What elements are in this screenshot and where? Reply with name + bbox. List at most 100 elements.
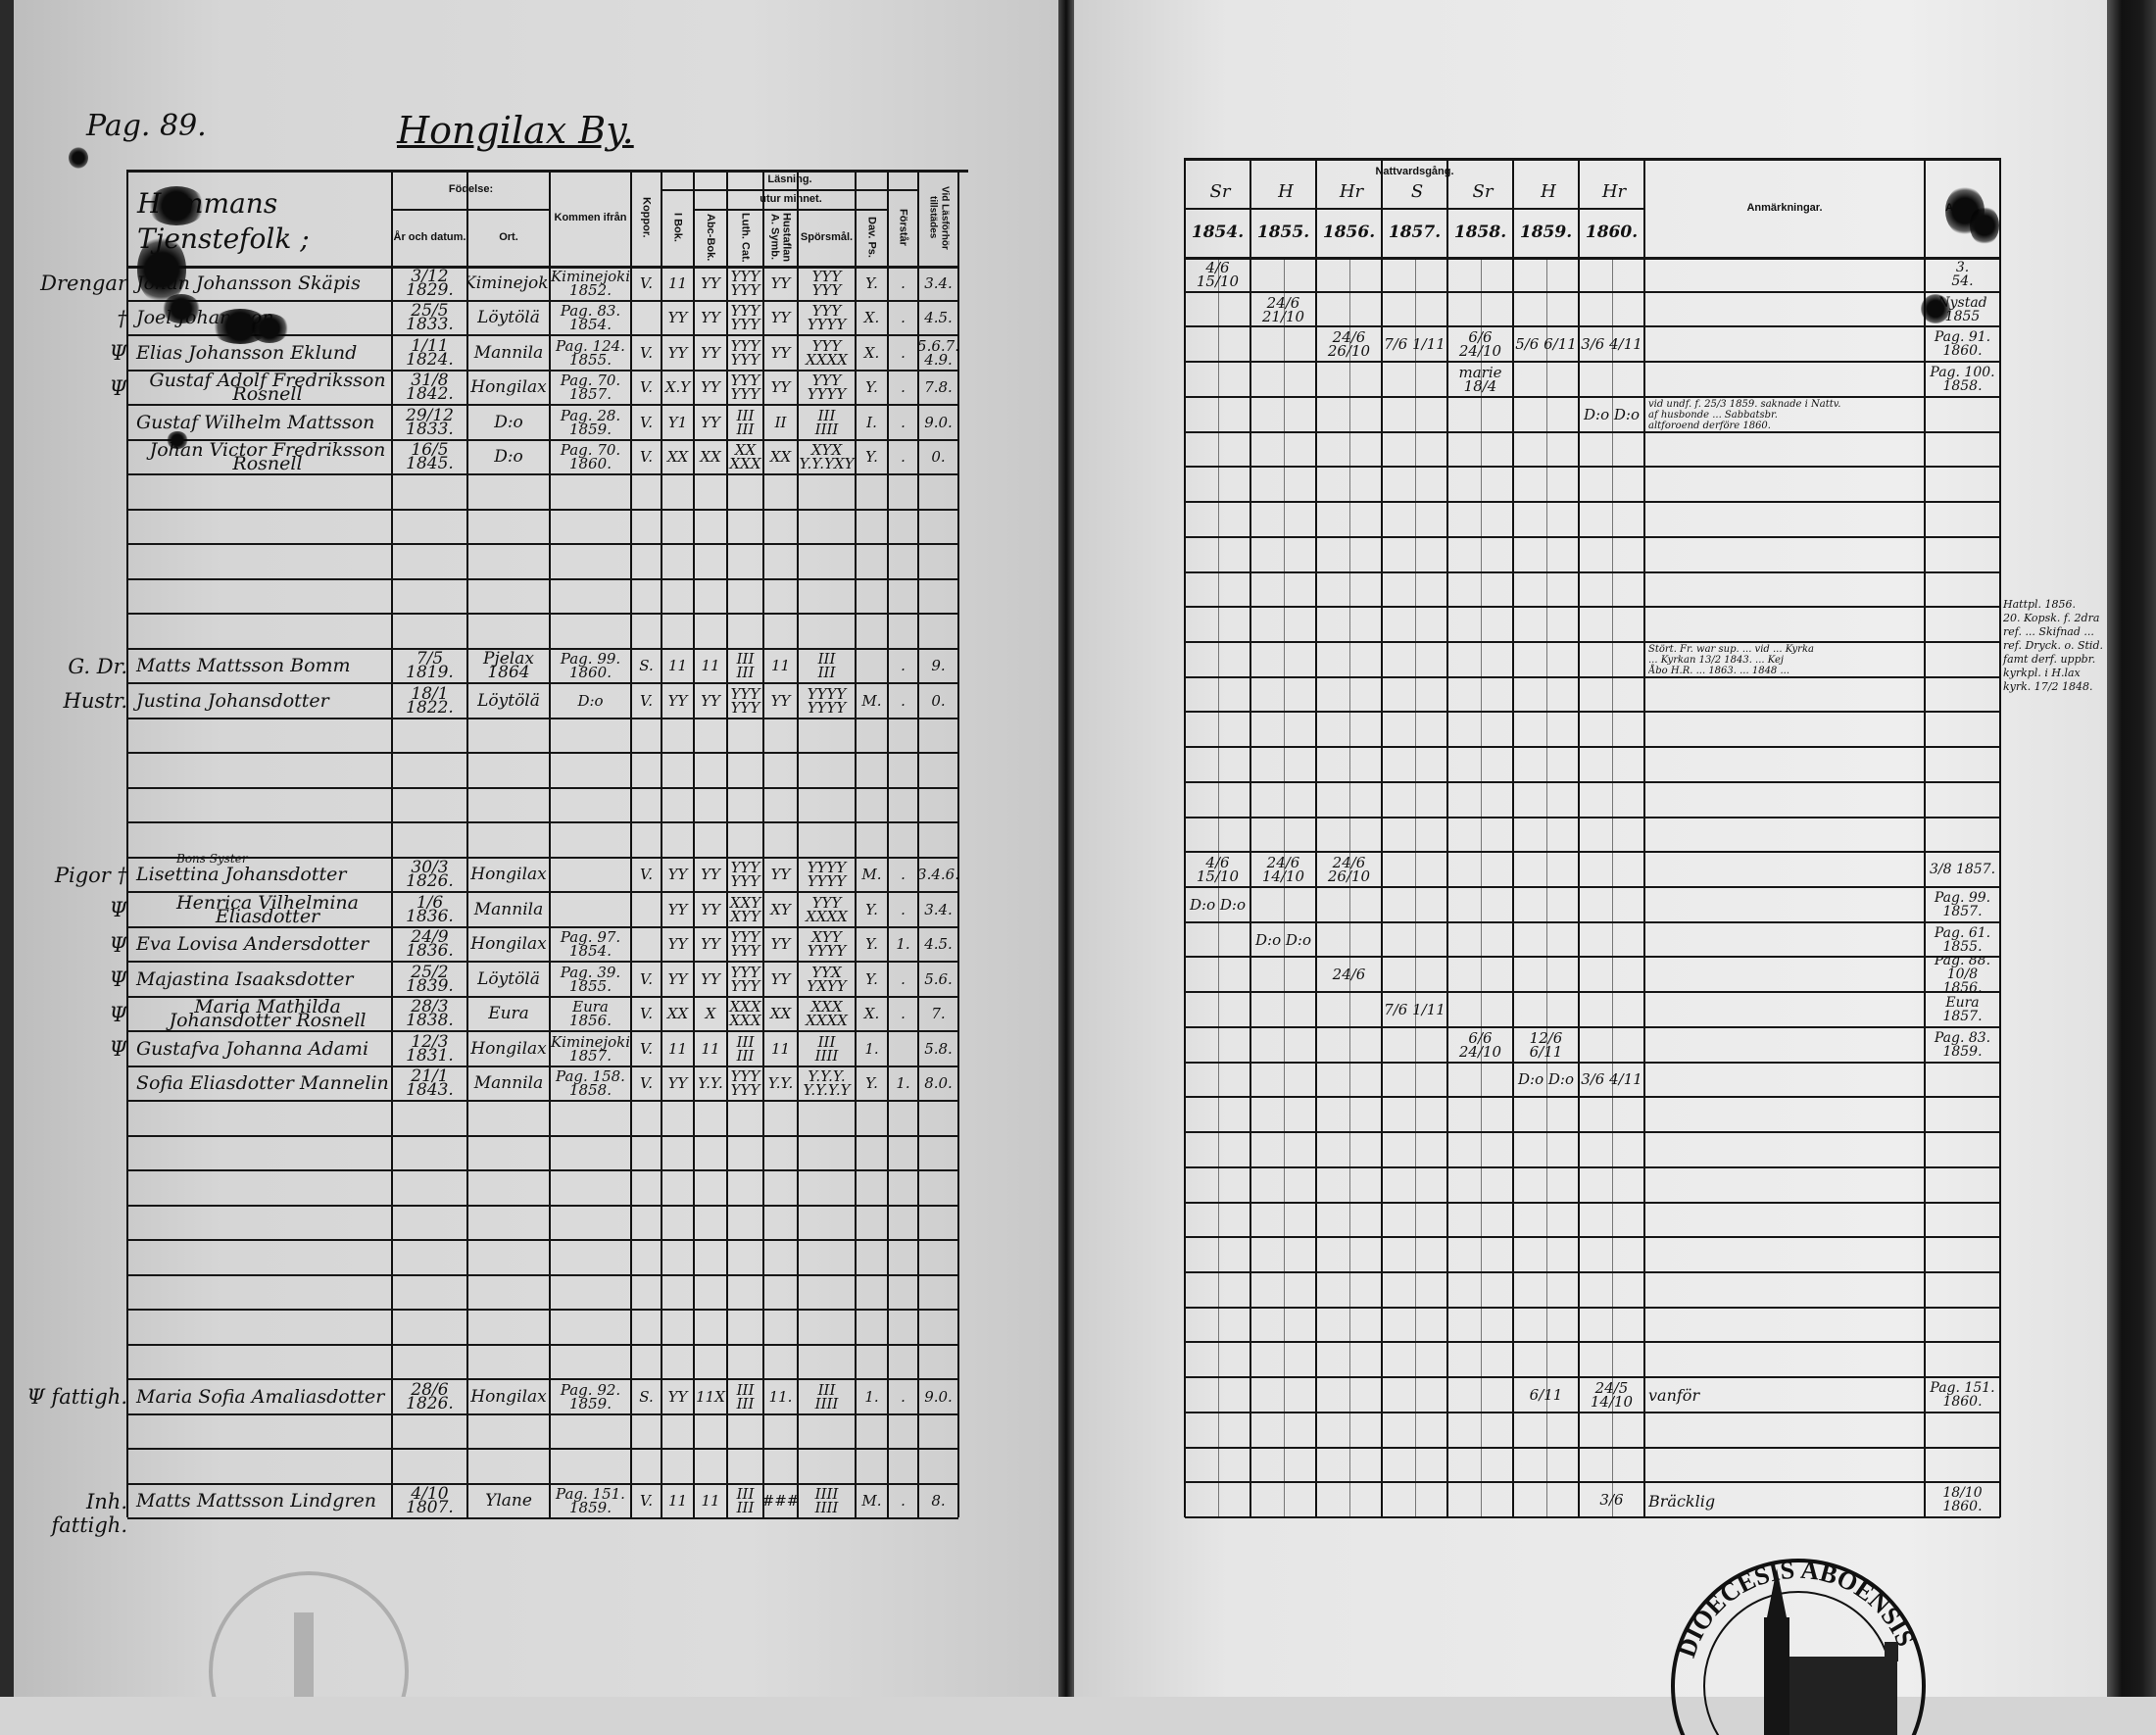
right-row-rule	[1185, 640, 2000, 643]
cell-smallpox: V.	[640, 378, 653, 397]
communion-date: 4/6 15/10	[1196, 854, 1240, 886]
right-row-rule	[1185, 711, 2000, 714]
cell-abc-book: Y.Y.	[698, 1074, 723, 1093]
cell-psalms: X.	[863, 343, 880, 362]
cell-smallpox: S.	[639, 1387, 654, 1406]
cell-abc-book: YY	[701, 309, 720, 327]
book-spine	[1058, 0, 1074, 1697]
cell-understands: 1.	[896, 1074, 910, 1093]
communion-date: D:o D:o	[1255, 930, 1311, 949]
right-row-rule	[1185, 1306, 2000, 1309]
cell-came-from: Eura 1856.	[569, 998, 612, 1030]
left-row-rule	[127, 1134, 958, 1137]
ink-blot	[250, 314, 289, 343]
cell-examinations: 9.0.	[924, 1387, 953, 1406]
right-column-rule	[1315, 158, 1317, 1517]
moved-out-entry: Pag. 100. 1858.	[1930, 365, 1995, 395]
right-column-rule	[1643, 158, 1645, 1517]
communion-date: 3/6 4/11	[1581, 1070, 1642, 1089]
right-row-rule	[1185, 535, 2000, 538]
cell-understands: .	[901, 657, 906, 675]
left-row-rule	[127, 369, 958, 372]
left-row-rule	[127, 543, 958, 545]
left-row-rule	[127, 821, 958, 823]
margin-label: Ψ	[109, 932, 127, 957]
cell-psalms: M.	[861, 866, 882, 884]
cell-household-table: 11.	[768, 1387, 793, 1406]
margin-label: Ψ	[109, 898, 127, 921]
moved-out-entry: 3/8 1857.	[1929, 862, 1996, 878]
remark: Stört. Fr. war sup. ... vid ... Kyrka ..…	[1648, 644, 1814, 677]
left-row-rule	[127, 856, 958, 859]
cell-questions: YYY YYYY	[807, 372, 847, 404]
cell-psalms: Y.	[865, 448, 878, 467]
cell-household-table: YY	[770, 691, 791, 710]
cell-psalms: Y.	[865, 378, 878, 397]
cell-examinations: 8.0.	[924, 1074, 953, 1093]
header-year: 1857.	[1388, 223, 1442, 242]
cell-reads-book: YY	[667, 1074, 688, 1093]
cell-abc-book: YY	[701, 969, 720, 988]
left-column-rule	[661, 170, 662, 1517]
moved-out-entry: Pag. 99. 1857.	[1934, 889, 1991, 919]
cell-birth-date: 7/5 1819.	[406, 649, 454, 683]
right-page	[1072, 0, 2111, 1697]
left-row-rule	[127, 1273, 958, 1276]
left-row-rule	[127, 1239, 958, 1241]
cell-birth-place: Mannila	[473, 1073, 544, 1094]
cell-reads-book: X.Y	[664, 378, 691, 397]
cell-abc-book: 11	[701, 1039, 720, 1058]
cell-psalms: Y.	[865, 969, 878, 988]
communion-date: D:o D:o	[1190, 895, 1246, 914]
header-year: 1860.	[1585, 223, 1639, 242]
margin-label: Ψ	[109, 967, 127, 991]
left-row-rule	[127, 334, 958, 336]
page-reference: Pag. 89.	[86, 109, 207, 143]
cell-name: Maria Sofia Amaliasdotter	[136, 1385, 385, 1408]
cell-name: Eva Lovisa Andersdotter	[136, 933, 369, 956]
cell-questions: XYX Y.Y.YXY	[799, 441, 855, 473]
left-row-rule	[127, 1065, 958, 1067]
cell-abc-book: XX	[700, 448, 721, 467]
remark: vanför	[1648, 1386, 1700, 1406]
cell-questions: YYY XXXX	[806, 336, 848, 369]
cell-understands: .	[901, 273, 906, 292]
header-vid-lasforhor: Vid Läsförhör tillstädes	[927, 185, 951, 250]
communion-date: 24/5 14/10	[1590, 1378, 1634, 1411]
cell-smallpox	[632, 301, 661, 336]
right-row-rule	[1185, 1481, 2000, 1484]
communion-date: 24/6 21/10	[1261, 293, 1305, 325]
left-column-rule	[549, 170, 551, 1517]
left-row-rule	[127, 1482, 958, 1485]
left-row-rule	[127, 1030, 958, 1032]
header-spors: Spörsmål.	[800, 231, 854, 243]
page-edge-right	[2107, 0, 2156, 1697]
cell-birth-place: Hongilax	[470, 377, 547, 398]
right-row-rule	[1185, 746, 2000, 749]
left-column-rule	[693, 170, 695, 1517]
left-column-rule	[726, 170, 728, 1517]
cell-examinations: 5.6.	[924, 969, 953, 988]
cell-came-from: Kiminejoki 1852.	[551, 267, 630, 299]
left-column-rule	[887, 170, 889, 1517]
left-table-top-rule	[127, 170, 968, 173]
cell-name: Majastina Isaaksdotter	[136, 967, 354, 990]
cell-household-table: XY	[770, 900, 791, 918]
cell-household-table: YY	[770, 866, 791, 884]
right-row-rule	[1185, 466, 2000, 469]
cell-luther-catechism: YYY YYY	[730, 963, 760, 995]
cell-examinations: 0.	[931, 691, 946, 710]
cell-birth-date: 4/10 1807.	[406, 1484, 454, 1518]
left-row-rule	[127, 1378, 958, 1380]
cell-household-table: XX	[769, 448, 792, 467]
cell-name: Matts Mattsson Bomm	[136, 655, 351, 677]
cell-birth-place: Eura	[488, 1004, 529, 1024]
left-row-rule	[127, 1204, 958, 1207]
header-year: 1858.	[1453, 223, 1507, 242]
cell-examinations: 7.8.	[924, 378, 953, 397]
cell-birth-date: 16/5 1845.	[406, 440, 454, 474]
left-row-rule	[127, 682, 958, 684]
right-row-rule	[1185, 991, 2000, 994]
left-row-rule	[127, 717, 958, 719]
left-header-bottom-rule	[127, 266, 958, 269]
